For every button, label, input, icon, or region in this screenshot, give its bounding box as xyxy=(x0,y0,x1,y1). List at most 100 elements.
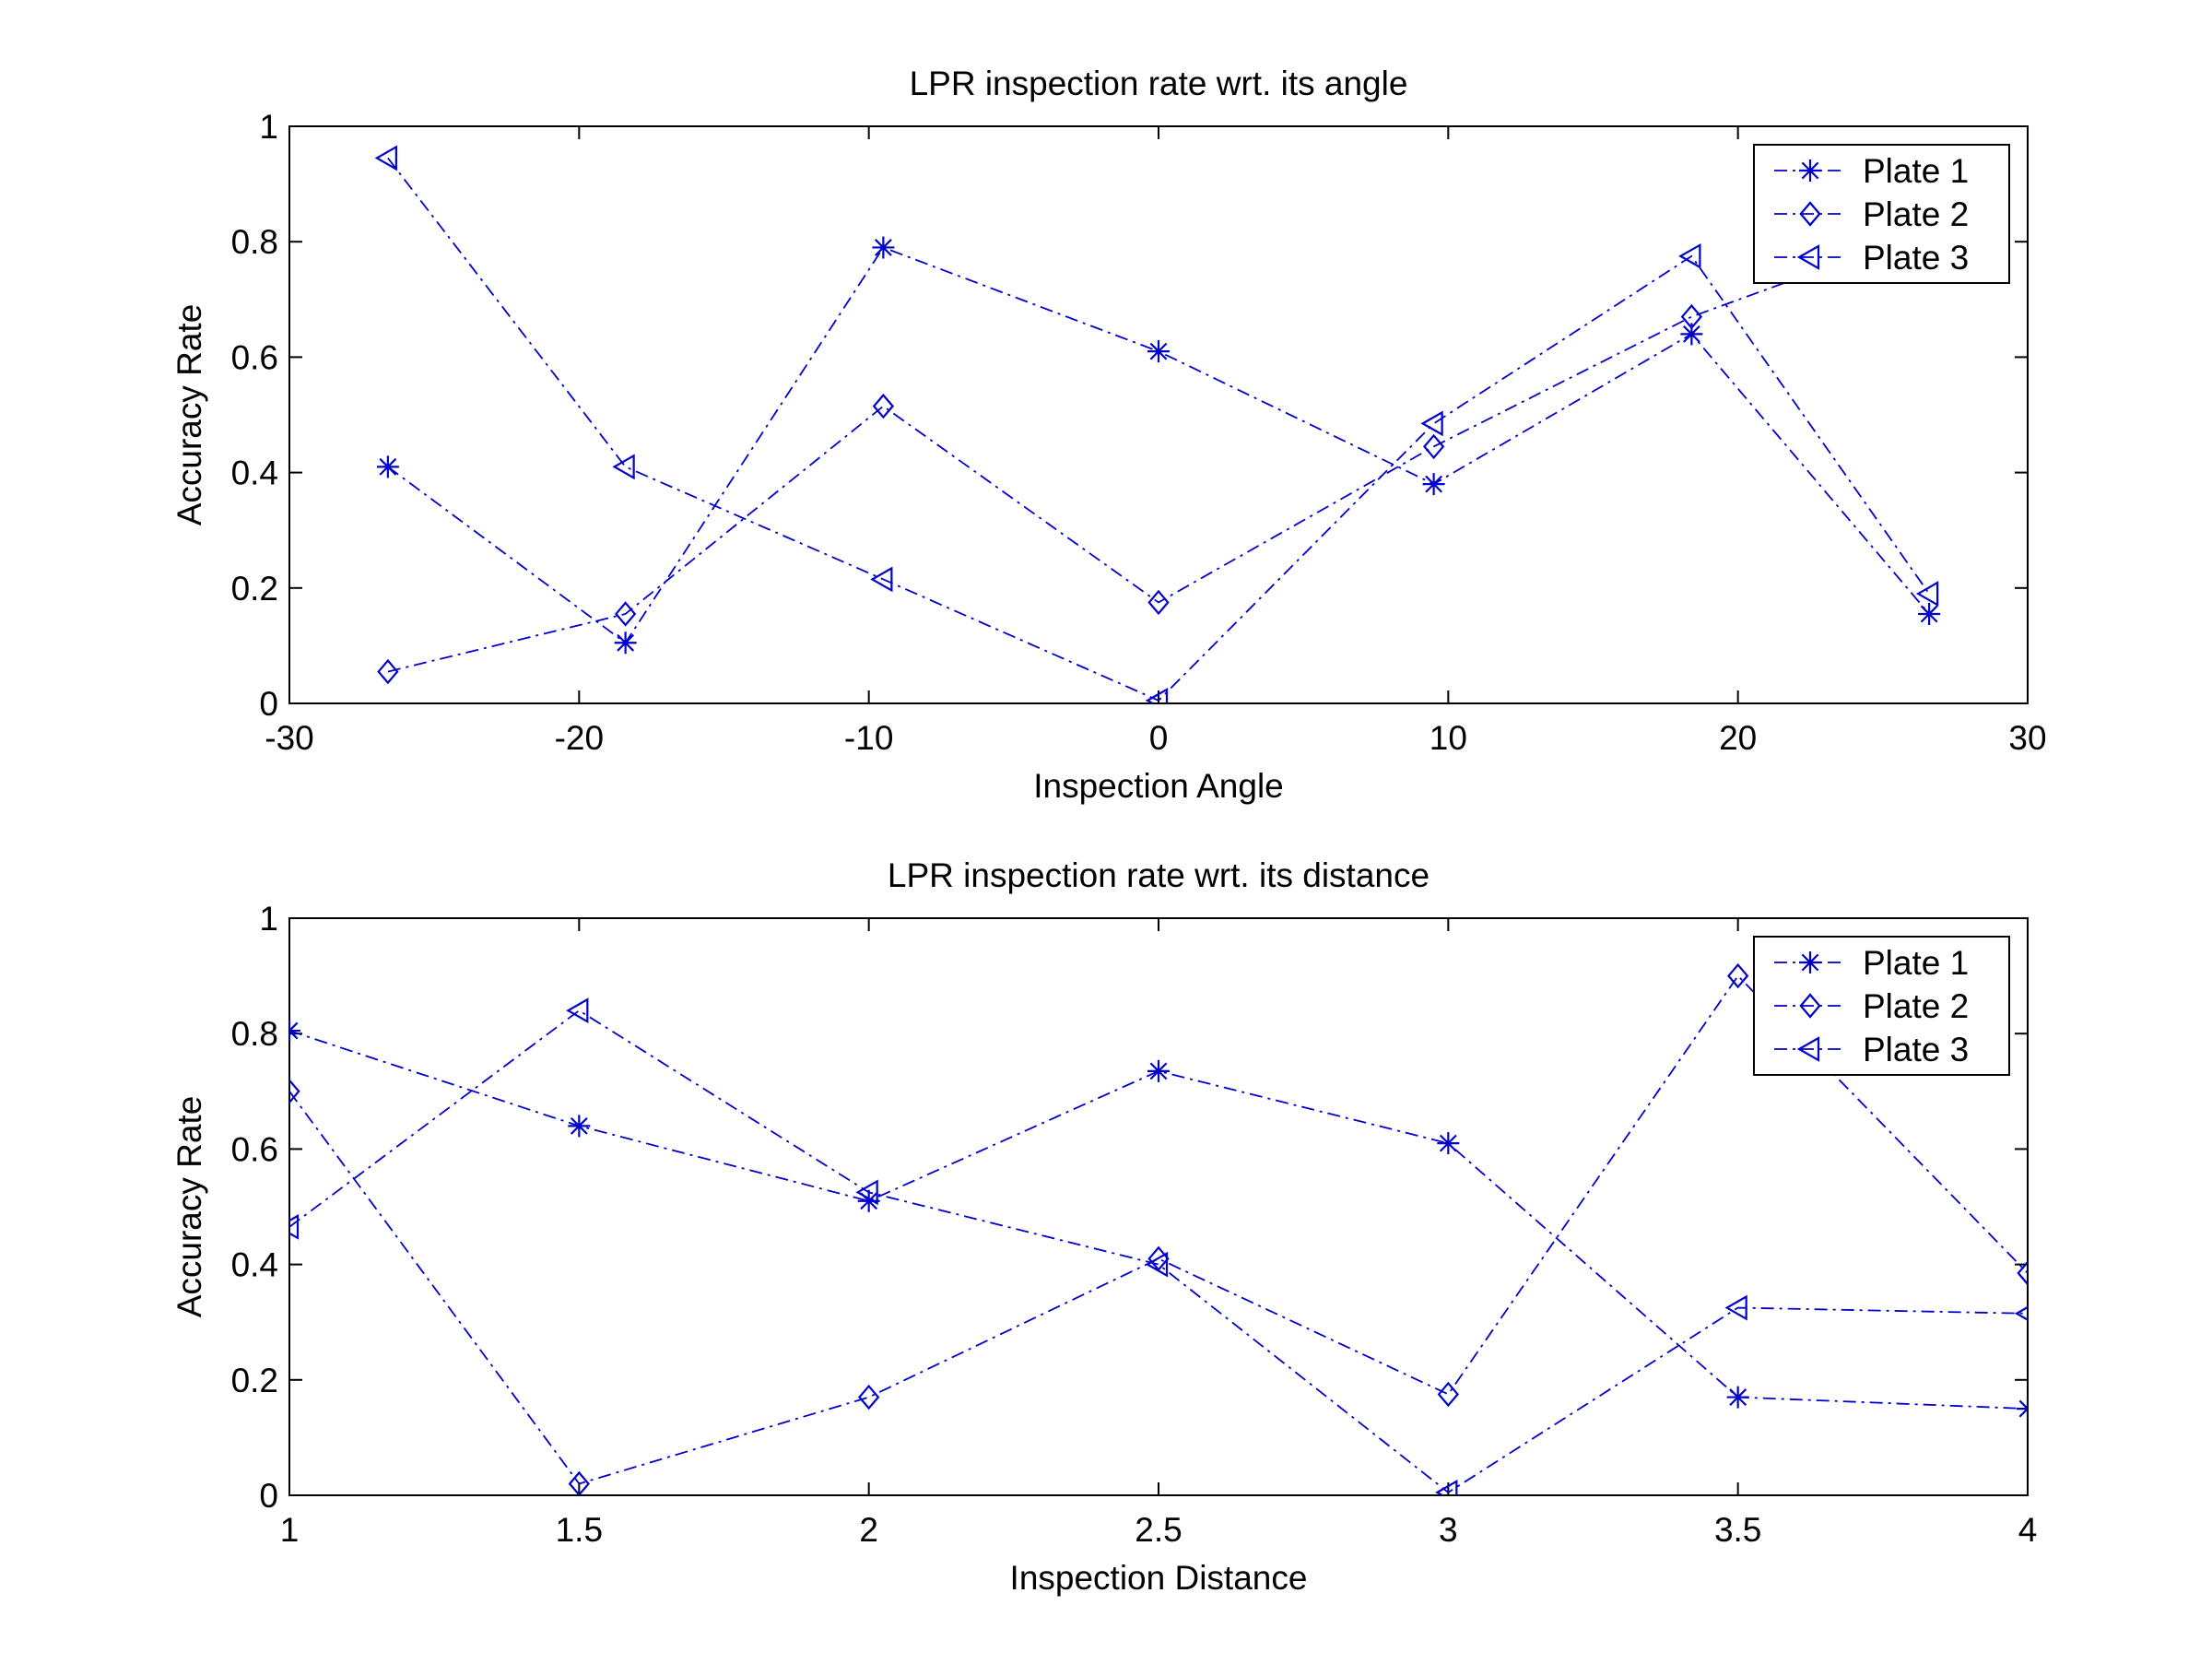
chart-distance-series-plate-2-point xyxy=(289,1079,300,1104)
chart-distance-series-plate-1-point xyxy=(568,1115,591,1138)
chart-angle-ytick-label: 1 xyxy=(259,108,278,146)
chart-distance-legend-label: Plate 3 xyxy=(1863,1031,1969,1068)
chart-angle-legend-label: Plate 2 xyxy=(1863,195,1969,233)
chart-angle-series-plate-1-point xyxy=(614,631,637,655)
chart-distance-series-plate-2-point xyxy=(858,1384,880,1410)
chart-angle-legend-label: Plate 3 xyxy=(1863,239,1969,277)
chart-angle-series-plate-1-point xyxy=(1422,473,1445,496)
chart-distance-xtick-label: 2.5 xyxy=(1135,1511,1182,1549)
chart-distance-xtick-label: 4 xyxy=(2018,1511,2038,1549)
chart-distance-series-plate-1-point xyxy=(857,1189,880,1212)
chart-angle-ylabel: Accuracy Rate xyxy=(171,304,208,526)
chart-distance-series-plate-1 xyxy=(289,1020,2028,1421)
chart-angle-series-plate-1-point xyxy=(1680,323,1703,346)
chart-distance-series-plate-3-line xyxy=(289,1009,2028,1493)
chart-distance-series-plate-2-point xyxy=(1437,1381,1459,1408)
chart-distance-series-plate-1-point xyxy=(1437,1132,1460,1155)
chart-angle-series-plate-3-point xyxy=(1145,687,1169,703)
chart-distance-series-plate-1-point xyxy=(1726,1386,1749,1409)
chart-distance-series-plate-3-point xyxy=(2014,1305,2028,1321)
chart-distance: LPR inspection rate wrt. its distance In… xyxy=(171,856,2038,1597)
chart-angle-xtick-label: 20 xyxy=(1719,719,1757,757)
chart-distance-series-plate-3-point xyxy=(1145,1251,1169,1278)
chart-distance-legend-box xyxy=(1753,936,2010,1076)
chart-distance-ytick-label: 0.2 xyxy=(231,1362,278,1399)
chart-distance-ytick-label: 0.8 xyxy=(231,1015,278,1053)
chart-distance-legend-marker xyxy=(1796,1036,1820,1062)
chart-distance-legend-marker xyxy=(1799,951,1821,974)
chart-distance-legend: Plate 1 Plate 2 Plate 3 xyxy=(1753,936,2010,1076)
chart-distance-legend-label: Plate 1 xyxy=(1863,944,1969,982)
chart-angle-title: LPR inspection rate wrt. its angle xyxy=(910,65,1408,102)
chart-angle-ytick-label: 0.2 xyxy=(231,570,278,608)
chart-distance-ylabel: Accuracy Rate xyxy=(171,1096,208,1318)
chart-distance-legend-label: Plate 2 xyxy=(1863,987,1969,1025)
chart-distance-legend-marker xyxy=(1799,993,1821,1019)
chart-angle-series-plate-2-point xyxy=(1680,303,1703,330)
chart-angle-xtick-label: -30 xyxy=(265,719,313,757)
chart-angle-series-plate-2 xyxy=(377,217,1940,685)
chart-distance-ytick-label: 0.4 xyxy=(231,1246,278,1284)
chart-distance-series-plate-1-line xyxy=(289,1030,2028,1410)
chart-distance-ytick-label: 1 xyxy=(259,900,278,938)
chart-distance-title: LPR inspection rate wrt. its distance xyxy=(888,856,1430,894)
chart-angle: LPR inspection rate wrt. its angle Inspe… xyxy=(171,65,2047,805)
chart-distance-xtick-label: 1.5 xyxy=(556,1511,603,1549)
chart-angle-series-plate-3-line xyxy=(387,157,1930,702)
chart-angle-xtick-label: -10 xyxy=(844,719,893,757)
chart-distance-xlabel: Inspection Distance xyxy=(1010,1559,1308,1597)
chart-angle-series-plate-1-point xyxy=(1918,602,1941,625)
chart-angle-series-plate-3-point xyxy=(1420,410,1443,437)
chart-angle-xtick-label: 30 xyxy=(2008,719,2046,757)
chart-angle-legend-box xyxy=(1753,144,2010,284)
chart-angle-series-plate-2-point xyxy=(1147,589,1170,616)
chart-distance-xtick-label: 1 xyxy=(280,1511,300,1549)
chart-distance-series-plate-2-line xyxy=(289,974,2028,1485)
chart-angle-series-plate-1 xyxy=(376,236,1941,655)
chart-angle-legend-marker xyxy=(1799,201,1821,227)
chart-distance-series-plate-2-point xyxy=(2017,1260,2028,1286)
chart-angle-series-plate-3 xyxy=(374,145,1939,703)
chart-distance-series-plate-1-point xyxy=(289,1020,300,1043)
chart-angle-legend-marker xyxy=(1796,244,1820,270)
chart-angle-series-plate-1-point xyxy=(1147,340,1170,363)
chart-distance-ytick-label: 0.6 xyxy=(231,1130,278,1168)
chart-distance-series-plate-3-point xyxy=(289,1214,300,1240)
chart-distance-xtick-label: 2 xyxy=(859,1511,878,1549)
chart-angle-series-plate-3-point xyxy=(870,566,893,593)
chart-distance-ytick-label: 0 xyxy=(259,1477,278,1515)
chart-angle-series-plate-2-point xyxy=(1422,433,1445,460)
chart-angle-legend: Plate 1 Plate 2 Plate 3 xyxy=(1753,144,2010,284)
chart-distance-series-plate-3-point xyxy=(566,997,589,1024)
chart-angle-series-plate-3-point xyxy=(1915,581,1939,607)
chart-distance-series-plate-3-point xyxy=(1724,1294,1747,1321)
chart-angle-series-plate-2-point xyxy=(614,601,637,627)
chart-angle-series-plate-1-point xyxy=(376,455,399,478)
chart-angle-series-plate-3-point xyxy=(374,145,397,171)
chart-angle-series-plate-1-line xyxy=(387,246,1930,644)
chart-angle-xtick-label: 0 xyxy=(1149,719,1169,757)
chart-distance-xtick-label: 3.5 xyxy=(1714,1511,1761,1549)
chart-distance-series-plate-2-point xyxy=(568,1470,590,1495)
chart-angle-ytick-label: 0.8 xyxy=(231,223,278,261)
chart-angle-series-plate-2-line xyxy=(387,229,1930,673)
chart-distance-series-plate-1-point xyxy=(2017,1398,2028,1421)
chart-angle-series-plate-2-point xyxy=(872,393,895,419)
chart-distance-xtick-label: 3 xyxy=(1439,1511,1458,1549)
chart-angle-ytick-label: 0.4 xyxy=(231,454,278,492)
chart-angle-xtick-label: -20 xyxy=(555,719,604,757)
chart-distance-series-plate-3-point xyxy=(855,1179,878,1206)
chart-distance-series-plate-3-point xyxy=(1435,1479,1458,1495)
chart-angle-series-plate-2-point xyxy=(377,658,399,685)
chart-angle-legend-label: Plate 1 xyxy=(1863,152,1969,190)
chart-angle-legend-marker xyxy=(1799,159,1821,182)
chart-angle-series-plate-3-point xyxy=(1678,242,1701,269)
chart-distance-series-plate-3 xyxy=(289,997,2028,1495)
chart-angle-xtick-label: 10 xyxy=(1430,719,1467,757)
chart-angle-ytick-label: 0 xyxy=(259,685,278,723)
chart-distance-series-plate-2-point xyxy=(1727,962,1749,989)
chart-angle-xlabel: Inspection Angle xyxy=(1033,767,1284,805)
chart-angle-series-plate-1-point xyxy=(872,236,895,259)
